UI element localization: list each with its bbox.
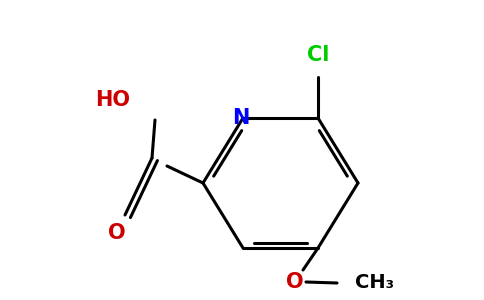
Text: HO: HO <box>95 90 130 110</box>
Text: Cl: Cl <box>307 45 329 65</box>
Text: N: N <box>232 108 250 128</box>
Text: O: O <box>286 272 304 292</box>
Text: O: O <box>108 223 126 243</box>
Text: CH₃: CH₃ <box>355 274 394 292</box>
